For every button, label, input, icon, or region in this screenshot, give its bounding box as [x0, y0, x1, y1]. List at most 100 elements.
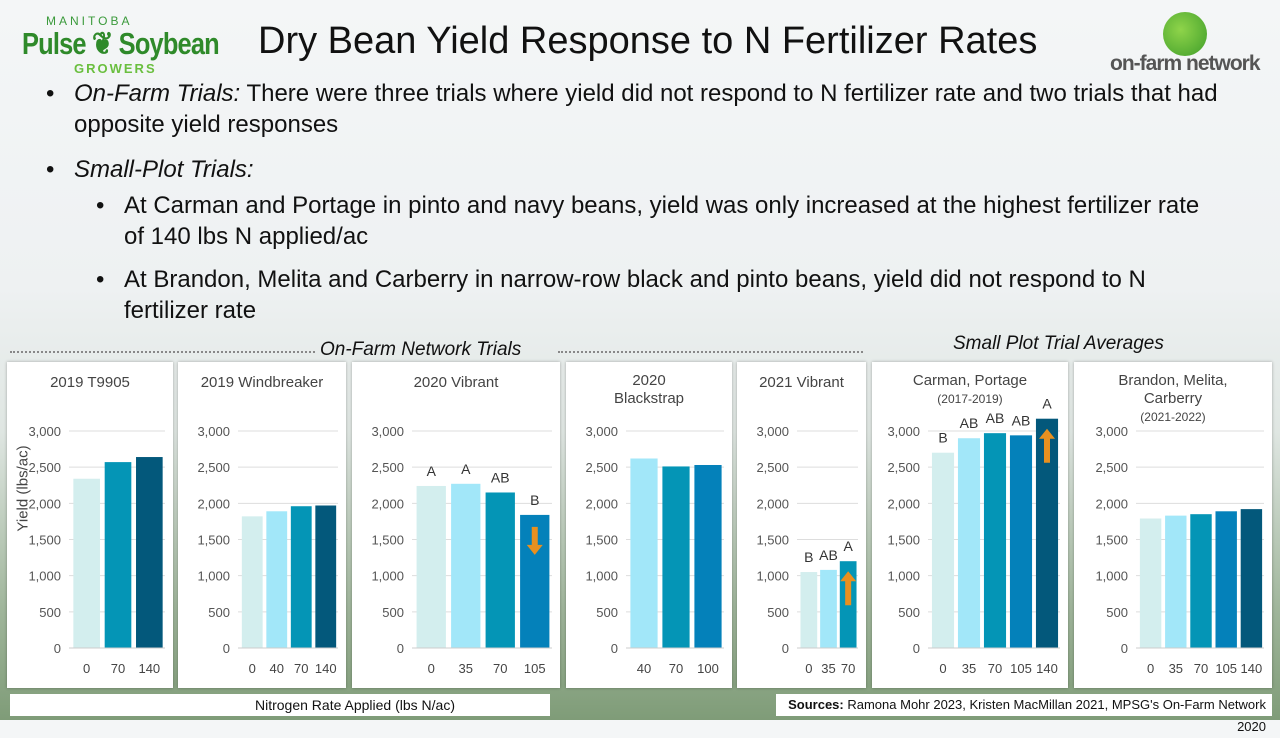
y-tick-label: 2,500	[1095, 460, 1128, 475]
arrow-up-icon	[840, 571, 857, 606]
chart-title-text: Brandon, Melita, Carberry	[1118, 372, 1228, 407]
y-tick-label: 2,000	[585, 496, 618, 511]
y-tick-label: 3,000	[1095, 424, 1128, 439]
bar	[1190, 514, 1212, 648]
bar	[315, 505, 337, 648]
y-tick-label: 0	[913, 641, 920, 656]
chart-title-text: 2020 Vibrant	[413, 374, 499, 391]
y-tick-label: 1,500	[756, 533, 789, 548]
y-tick-label: 1,500	[585, 533, 618, 548]
significance-letter: A	[427, 463, 437, 479]
x-tick-label: 70	[111, 661, 125, 676]
significance-letter: AB	[960, 415, 979, 431]
chart-title: 2019 Windbreaker	[178, 374, 346, 392]
y-tick-label: 500	[39, 605, 61, 620]
field-globe-icon	[1163, 12, 1207, 56]
chart-panel: Brandon, Melita, Carberry (2021-2022) 0 500…	[1074, 362, 1272, 688]
page-title: Dry Bean Yield Response to N Fertilizer …	[258, 20, 1038, 62]
y-tick-label: 1,000	[28, 569, 61, 584]
y-tick-label: 2,500	[28, 460, 61, 475]
y-tick-label: 500	[596, 605, 618, 620]
bar	[416, 485, 446, 648]
chart-panel: 2020 Blackstrap 0 500 1,000 1,500 2,000 2,500 3…	[566, 362, 732, 688]
y-tick-label: 3,000	[756, 424, 789, 439]
divider	[10, 351, 315, 353]
y-tick-label: 1,500	[197, 533, 230, 548]
on-farm-network-logo: on-farm network	[1108, 8, 1263, 76]
bar	[241, 516, 263, 648]
x-tick-label: 35	[821, 661, 835, 676]
bar	[662, 466, 690, 648]
arrow-up-icon	[1039, 428, 1055, 463]
x-tick-label: 70	[493, 661, 507, 676]
chart-title: Brandon, Melita, Carberry (2021-2022)	[1074, 372, 1272, 426]
y-tick-label: 1,500	[371, 533, 404, 548]
chart-panel: Carman, Portage (2017-2019) 0 500 1,000 1,500…	[872, 362, 1068, 688]
x-axis-label: Nitrogen Rate Applied (lbs N/ac)	[10, 694, 550, 716]
y-tick-label: 1,500	[28, 533, 61, 548]
bar	[957, 438, 981, 648]
y-tick-label: 500	[898, 605, 920, 620]
x-tick-label: 0	[1147, 661, 1154, 676]
sub-bullet-carman: • At Carman and Portage in pinto and navy…	[96, 192, 1200, 250]
chart-title-text: 2019 Windbreaker	[200, 374, 324, 391]
chart-panel: 2020 Vibrant 0 500 1,000 1,500 2,000 2,500 3,00…	[352, 362, 560, 688]
significance-letter: AB	[819, 547, 838, 563]
y-tick-label: 1,500	[1095, 533, 1128, 548]
significance-letter: AB	[986, 410, 1005, 426]
y-tick-label: 500	[382, 605, 404, 620]
x-tick-label: 40	[270, 661, 284, 676]
bar	[630, 458, 658, 648]
arrow-down-icon	[526, 526, 543, 555]
y-tick-label: 2,500	[585, 460, 618, 475]
y-tick-label: 2,500	[197, 460, 230, 475]
chart-subtitle: (2017-2019)	[937, 392, 1003, 406]
x-tick-label: 70	[294, 661, 308, 676]
bar	[136, 457, 163, 648]
bullet-on-farm: • On-Farm Trials: There were three trials…	[46, 80, 1218, 138]
bar	[820, 569, 837, 648]
y-tick-label: 1,500	[887, 533, 920, 548]
x-tick-label: 140	[1241, 661, 1263, 676]
bar	[983, 433, 1007, 648]
chart-title-text: 2020 Blackstrap	[613, 372, 685, 407]
chart-panel: 2019 T9905 0 500 1,000 1,500 2,000 2,500 3,000 0…	[7, 362, 173, 688]
x-tick-label: 70	[841, 661, 855, 676]
y-tick-label: 0	[1121, 641, 1128, 656]
significance-letter: A	[461, 461, 471, 477]
significance-letter: B	[938, 430, 947, 446]
x-tick-label: 0	[83, 661, 90, 676]
y-tick-label: 1,000	[1095, 569, 1128, 584]
y-tick-label: 3,000	[371, 424, 404, 439]
x-tick-label: 0	[805, 661, 812, 676]
y-tick-label: 2,000	[371, 496, 404, 511]
significance-letter: A	[1042, 396, 1052, 412]
y-tick-label: 0	[223, 641, 230, 656]
sources: Sources: Ramona Mohr 2023, Kristen MacMi…	[776, 694, 1272, 734]
y-tick-label: 0	[782, 641, 789, 656]
x-tick-label: 105	[1010, 661, 1032, 676]
bullet-small-plot: • Small-Plot Trials:	[46, 156, 254, 183]
y-tick-label: 0	[54, 641, 61, 656]
manitoba-pulse-soybean-logo: MANITOBA Pulse ❦ Soybean GROWERS	[22, 14, 220, 76]
x-tick-label: 100	[697, 661, 719, 676]
x-tick-label: 0	[428, 661, 435, 676]
chart-title: 2019 T9905	[7, 374, 173, 392]
chart-title: 2021 Vibrant	[737, 374, 866, 392]
bar	[1035, 418, 1059, 648]
y-tick-label: 2,500	[371, 460, 404, 475]
chart-title-text: 2021 Vibrant	[759, 374, 844, 391]
y-tick-label: 0	[611, 641, 618, 656]
x-tick-label: 105	[524, 661, 546, 676]
bar	[290, 506, 312, 648]
y-tick-label: 1,000	[887, 569, 920, 584]
y-tick-label: 0	[397, 641, 404, 656]
significance-letter: A	[843, 538, 853, 554]
chart-title-text: 2019 T9905	[50, 374, 130, 391]
y-tick-label: 3,000	[197, 424, 230, 439]
chart-panel: 2021 Vibrant 0 500 1,000 1,500 2,000 2,500 3,00…	[737, 362, 866, 688]
y-tick-label: 1,000	[585, 569, 618, 584]
bar	[1240, 509, 1263, 648]
x-tick-label: 140	[138, 661, 160, 676]
on-farm-section-label: On-Farm Network Trials	[320, 339, 522, 360]
